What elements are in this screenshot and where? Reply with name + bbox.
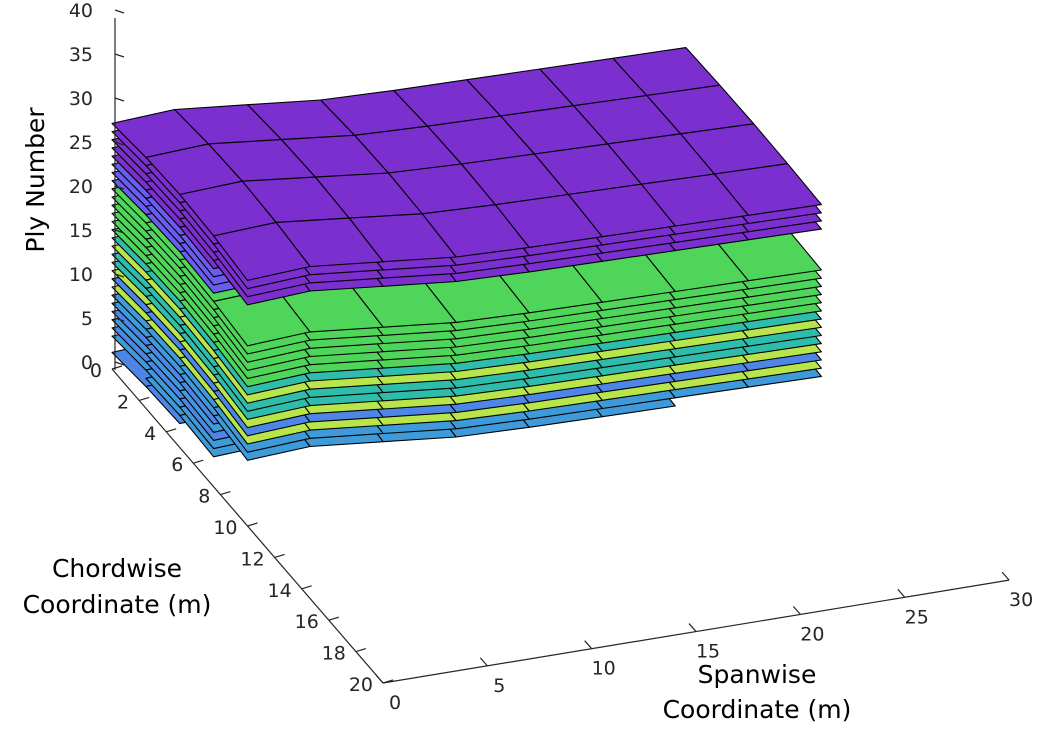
y-tick-label: 6	[171, 454, 183, 476]
y-axis-label-line1: Chordwise	[52, 554, 182, 583]
z-tick-mark	[114, 229, 125, 234]
y-tick-label: 12	[240, 548, 264, 570]
x-tick-mark	[792, 606, 801, 615]
x-tick-mark	[584, 640, 593, 650]
y-tick-mark	[274, 553, 285, 558]
x-tick-mark	[897, 588, 906, 598]
x-tick-mark	[688, 623, 697, 632]
x-tick-label: 25	[905, 606, 929, 628]
z-tick-label: 5	[81, 308, 93, 330]
z-tick-label: 20	[69, 176, 93, 198]
x-tick-label: 20	[800, 623, 824, 645]
ply-surfaces	[111, 47, 822, 461]
z-tick-label: 15	[69, 220, 93, 242]
y-tick-label: 2	[117, 391, 129, 413]
z-tick-label: 25	[69, 132, 93, 154]
z-tick-label: 35	[69, 44, 93, 66]
z-tick-label: 40	[69, 0, 93, 22]
y-tick-mark	[193, 459, 204, 464]
z-tick-mark	[114, 361, 125, 366]
z-tick-label: 0	[81, 352, 93, 374]
z-tick-mark	[114, 185, 125, 190]
y-tick-label: 4	[144, 423, 156, 445]
z-tick-label: 30	[69, 88, 93, 110]
y-tick-mark	[138, 396, 150, 401]
y-tick-mark	[166, 428, 177, 433]
y-tick-label: 16	[295, 611, 319, 633]
y-tick-mark	[382, 679, 394, 684]
x-tick-label: 10	[592, 658, 616, 680]
z-tick-mark	[114, 53, 125, 58]
x-tick-mark	[1001, 571, 1010, 581]
z-tick-mark	[114, 317, 125, 322]
y-tick-label: 10	[213, 517, 237, 539]
x-axis-label-line2: Coordinate (m)	[663, 695, 852, 724]
z-axis-label: Ply Number	[21, 107, 50, 253]
ply-patch	[713, 163, 822, 216]
z-tick-mark	[114, 97, 125, 102]
x-axis-label-line1: Spanwise	[698, 660, 817, 689]
x-tick-label: 30	[1009, 589, 1033, 611]
y-tick-label: 8	[198, 486, 210, 508]
y-tick-mark	[247, 522, 258, 527]
y-tick-label: 14	[268, 580, 292, 602]
x-tick-label: 0	[389, 692, 401, 714]
y-tick-mark	[111, 365, 123, 370]
x-tick-label: 15	[696, 641, 720, 663]
y-tick-mark	[301, 585, 312, 590]
y-tick-label: 0	[90, 360, 102, 382]
x-tick-label: 5	[493, 675, 505, 697]
ply-layer	[111, 47, 822, 281]
y-tick-mark	[220, 491, 231, 496]
z-tick-mark	[114, 9, 125, 14]
y-tick-mark	[328, 616, 339, 621]
y-axis-label-line2: Coordinate (m)	[23, 590, 212, 619]
axes	[111, 9, 1010, 684]
z-tick-label: 10	[69, 264, 93, 286]
z-tick-mark	[114, 273, 125, 278]
z-tick-mark	[114, 141, 125, 146]
y-tick-mark	[355, 648, 367, 653]
y-tick-label: 18	[322, 643, 346, 665]
x-tick-mark	[375, 674, 384, 684]
x-tick-mark	[479, 657, 488, 667]
tick-labels: 0510152025300246810121416182005101520253…	[69, 0, 1033, 714]
y-tick-label: 20	[349, 674, 373, 696]
